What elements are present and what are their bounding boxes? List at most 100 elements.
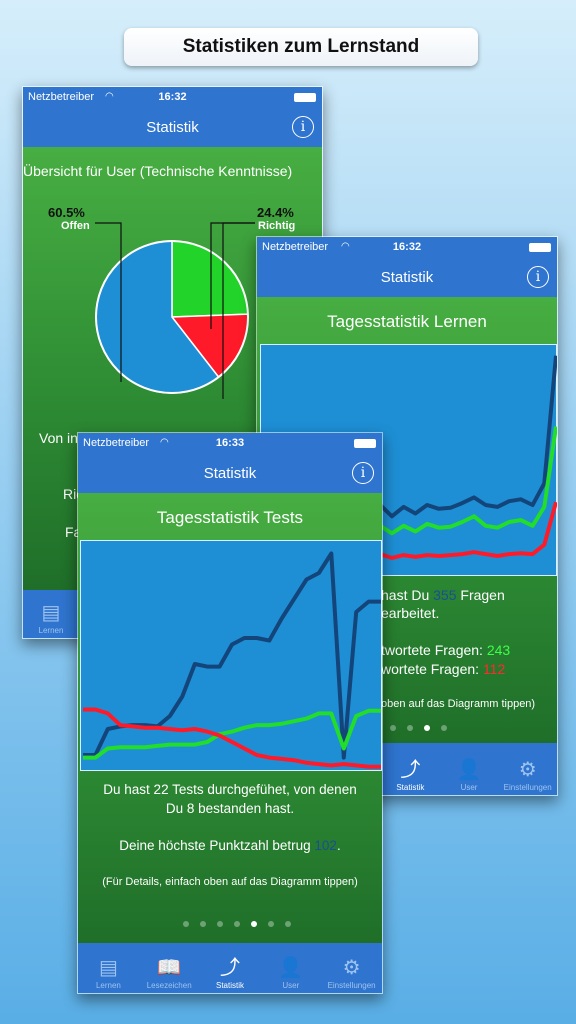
pie-slice-richtig (171, 240, 249, 318)
nav-title: Statistik (203, 464, 257, 482)
status-bar: Netzbetreiber ◠ 16:33 (78, 433, 382, 453)
tests-line-chart (83, 551, 381, 769)
tab-lernen[interactable]: ▤ Lernen (78, 943, 139, 993)
tests-hint: (Für Details, einfach oben auf das Diagr… (102, 876, 358, 888)
nav-bar: Statistik i (78, 453, 382, 493)
tests-highscore-value: 102 (314, 838, 337, 853)
overview-subtitle: Übersicht für User (Technische Kenntniss… (23, 163, 293, 179)
leader-line-correct-2 (222, 222, 255, 399)
nav-title: Statistik (380, 268, 434, 286)
trend-chart-icon: ⤴ (400, 759, 421, 781)
cards-icon: ▤ (41, 602, 61, 624)
clock: 16:32 (158, 91, 187, 103)
screen-daily-tests: Netzbetreiber ◠ 16:33 Statistik i Tagess… (77, 432, 383, 994)
clock: 16:33 (215, 437, 245, 449)
page-dot[interactable] (390, 725, 396, 731)
tab-label: Einstellungen (503, 783, 552, 792)
nav-bar: Statistik i (257, 257, 557, 297)
learning-question-count: 355 (433, 587, 457, 603)
learning-content: Tagesstatistik Lernen hast Du 355 Fragen… (257, 297, 557, 745)
page-dot[interactable] (407, 725, 413, 731)
learning-wrong-line: wortete Fragen: 112 (381, 661, 505, 677)
trend-chart-icon: ⤴ (219, 957, 240, 979)
learning-line-2: earbeitet. (381, 605, 440, 621)
pie-correct-percent: 24.4% (257, 205, 294, 220)
pie-chart[interactable] (23, 187, 323, 427)
clock: 16:32 (392, 241, 422, 253)
tab-lesezeichen[interactable]: 📖 Lesezeichen (139, 943, 200, 993)
info-button[interactable]: i (352, 462, 374, 484)
series-line-2 (83, 708, 381, 760)
tab-label: Einstellungen (327, 981, 376, 990)
wifi-icon: ◠ (341, 241, 350, 252)
learning-correct-label: twortete Fragen: (381, 642, 487, 658)
pie-outline (95, 240, 249, 394)
page-dot[interactable] (251, 921, 257, 927)
learning-line-1-prefix: hast Du (381, 587, 434, 603)
status-bar: Netzbetreiber ◠ 16:32 (257, 237, 557, 257)
learning-wrong-value: 112 (482, 661, 506, 677)
learning-wrong-label: wortete Fragen: (381, 661, 483, 677)
page-indicator[interactable] (183, 921, 291, 927)
user-icon: 👤 (278, 957, 304, 979)
tests-chart[interactable] (80, 540, 382, 771)
tests-line-2: Du 8 bestanden hast. (165, 801, 295, 816)
learning-line-1-suffix: Fragen (456, 587, 505, 603)
page-dot[interactable] (424, 725, 430, 731)
battery-icon (294, 93, 316, 102)
screen-daily-learning: Netzbetreiber ◠ 16:32 Statistik i Tagess… (256, 236, 558, 796)
page-dot[interactable] (268, 921, 274, 927)
status-bar: Netzbetreiber ◠ 16:32 (23, 87, 322, 107)
learning-correct-line: twortete Fragen: 243 (381, 642, 510, 658)
gear-icon: ⚙ (518, 759, 537, 781)
nav-title: Statistik (146, 118, 199, 136)
tests-highscore-label: Deine höchste Punktzahl betrug (119, 838, 315, 853)
tab-einstellungen[interactable]: ⚙ Einstellungen (321, 943, 382, 993)
carrier-label: Netzbetreiber (83, 437, 150, 449)
tests-heading: Tagesstatistik Tests (156, 508, 304, 527)
book-icon: 📖 (156, 957, 182, 979)
tab-lernen[interactable]: ▤ Lernen (23, 590, 79, 638)
tests-highscore-suffix: . (336, 838, 341, 853)
page-dot[interactable] (285, 921, 291, 927)
banner: Statistiken zum Lernstand (124, 28, 478, 66)
gear-icon: ⚙ (342, 957, 361, 979)
tab-label: User (460, 783, 478, 792)
tab-statistik[interactable]: ⤴ Statistik (381, 743, 440, 795)
battery-icon (354, 439, 376, 448)
page-indicator[interactable] (390, 725, 447, 731)
tab-label: User (282, 981, 300, 990)
page-dot[interactable] (217, 921, 223, 927)
learning-correct-value: 243 (486, 642, 511, 658)
tab-label: Lesezeichen (146, 981, 192, 990)
tab-bar: ⤴ Statistik 👤 User ⚙ Einstellungen (381, 743, 557, 795)
pie-open-label: Offen (61, 220, 90, 232)
tab-user[interactable]: 👤 User (260, 943, 321, 993)
user-icon: 👤 (456, 759, 482, 781)
learning-line-1: hast Du 355 Fragen (381, 587, 505, 603)
pie-open-percent: 60.5% (48, 205, 85, 220)
wifi-icon: ◠ (105, 91, 114, 102)
summary-line-1: Von in (39, 430, 78, 446)
learning-hint: oben auf das Diagramm tippen) (381, 698, 536, 710)
page-dot[interactable] (200, 921, 206, 927)
wifi-icon: ◠ (160, 437, 169, 448)
page-dot[interactable] (441, 725, 447, 731)
page-dot[interactable] (183, 921, 189, 927)
page-dot[interactable] (234, 921, 240, 927)
tab-bar: ▤ Lernen 📖 Lesezeichen ⤴ Statistik 👤 User ⚙ Einst… (78, 943, 382, 993)
cards-icon: ▤ (98, 957, 118, 979)
learning-heading: Tagesstatistik Lernen (327, 312, 487, 331)
tests-line-1: Du hast 22 Tests durchgefühet, von denen (103, 782, 357, 797)
tests-highscore-line: Deine höchste Punktzahl betrug 102. (78, 838, 382, 853)
banner-title: Statistiken zum Lernstand (182, 36, 420, 57)
tab-label: Statistik (215, 981, 244, 990)
tab-einstellungen[interactable]: ⚙ Einstellungen (498, 743, 557, 795)
tab-label: Statistik (396, 783, 425, 792)
info-button[interactable]: i (292, 116, 314, 138)
tab-statistik[interactable]: ⤴ Statistik (200, 943, 261, 993)
info-button[interactable]: i (527, 266, 549, 288)
tab-user[interactable]: 👤 User (440, 743, 499, 795)
leader-line-open (95, 222, 122, 382)
tests-content: Tagesstatistik Tests Du hast 22 Tests du… (78, 493, 382, 945)
